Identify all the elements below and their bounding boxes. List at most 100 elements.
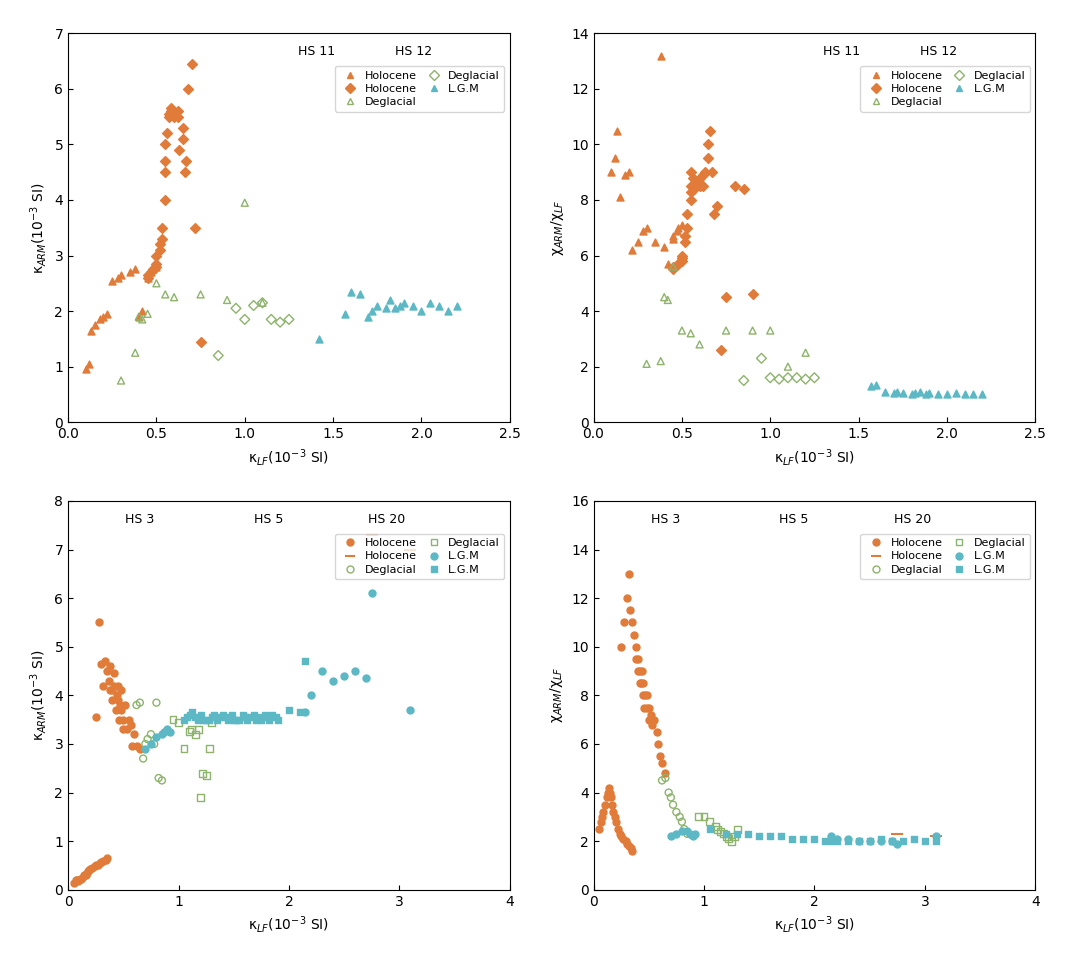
Point (180, 707, 198, 722)
Point (728, 826, 745, 842)
Point (905, 831, 923, 846)
Point (310, 331, 328, 347)
Point (929, 387, 946, 403)
Point (638, 700, 655, 716)
Point (862, 378, 880, 394)
Point (677, 228, 694, 244)
Point (122, 716, 140, 732)
Point (174, 120, 191, 136)
Point (806, 370, 823, 385)
Point (142, 737, 159, 752)
Point (604, 797, 621, 813)
Text: HS 11: HS 11 (297, 45, 335, 58)
Point (717, 828, 735, 844)
Point (81, 356, 98, 372)
Point (712, 342, 729, 357)
Point (603, 165, 620, 180)
Point (162, 100, 179, 116)
Point (682, 325, 699, 341)
Point (236, 710, 253, 725)
Point (148, 259, 165, 274)
Y-axis label: κ$_{ARM}$(10$^{-3}$ SI): κ$_{ARM}$(10$^{-3}$ SI) (28, 182, 48, 273)
Point (621, 165, 638, 180)
Point (159, 125, 176, 141)
Point (402, 542, 419, 558)
Legend: Holocene, Holocene, Deglacial, Deglacial, L.G.M: Holocene, Holocene, Deglacial, Deglacial… (860, 66, 1030, 112)
Point (253, 295, 271, 310)
Point (607, 814, 624, 829)
Point (700, 137, 717, 152)
Point (681, 826, 698, 842)
Point (160, 106, 177, 121)
Point (690, 809, 707, 824)
Point (272, 315, 289, 330)
Point (717, 826, 735, 842)
Point (238, 712, 256, 727)
Point (715, 826, 732, 842)
Point (412, 303, 430, 319)
Point (86, 859, 103, 874)
Point (249, 710, 266, 725)
Point (920, 385, 938, 401)
Point (110, 692, 127, 708)
Point (165, 290, 183, 305)
Point (624, 614, 641, 630)
Point (179, 81, 197, 96)
Point (73, 872, 90, 887)
Point (280, 312, 297, 327)
Point (187, 220, 204, 235)
Point (136, 742, 154, 757)
Point (74, 870, 91, 885)
Point (685, 181, 702, 196)
Point (621, 566, 638, 582)
Point (591, 821, 608, 837)
Point (95, 678, 112, 693)
Point (883, 834, 900, 849)
Point (629, 664, 647, 679)
Point (115, 712, 132, 727)
Point (673, 814, 691, 829)
Point (253, 295, 271, 310)
Point (104, 273, 121, 288)
Point (228, 712, 245, 727)
Point (216, 710, 233, 725)
Point (256, 707, 273, 722)
Point (611, 190, 628, 205)
Point (735, 373, 752, 388)
Point (619, 836, 636, 851)
Point (648, 724, 665, 740)
Point (668, 826, 685, 842)
Point (616, 834, 634, 849)
Point (121, 265, 139, 280)
Point (133, 312, 150, 327)
Point (77, 868, 95, 883)
Point (839, 831, 856, 846)
X-axis label: κ$_{LF}$(10$^{-3}$ SI): κ$_{LF}$(10$^{-3}$ SI) (774, 914, 855, 935)
Point (645, 712, 663, 727)
Point (113, 683, 130, 698)
Point (828, 834, 845, 849)
Point (606, 150, 623, 166)
Point (861, 834, 879, 849)
Point (717, 323, 735, 338)
Point (236, 195, 253, 211)
Point (201, 742, 218, 757)
Point (608, 123, 625, 139)
Point (107, 702, 125, 717)
Point (661, 785, 678, 800)
Point (712, 823, 729, 839)
Point (169, 109, 186, 124)
Point (695, 809, 712, 824)
Point (180, 724, 198, 740)
Point (150, 770, 168, 786)
Point (595, 804, 612, 820)
Point (98, 664, 115, 679)
Point (69, 872, 86, 888)
Point (324, 673, 342, 689)
Point (89, 857, 106, 872)
Point (192, 707, 209, 722)
Point (270, 712, 287, 727)
Point (108, 688, 126, 703)
Point (956, 387, 973, 403)
Point (127, 345, 144, 360)
